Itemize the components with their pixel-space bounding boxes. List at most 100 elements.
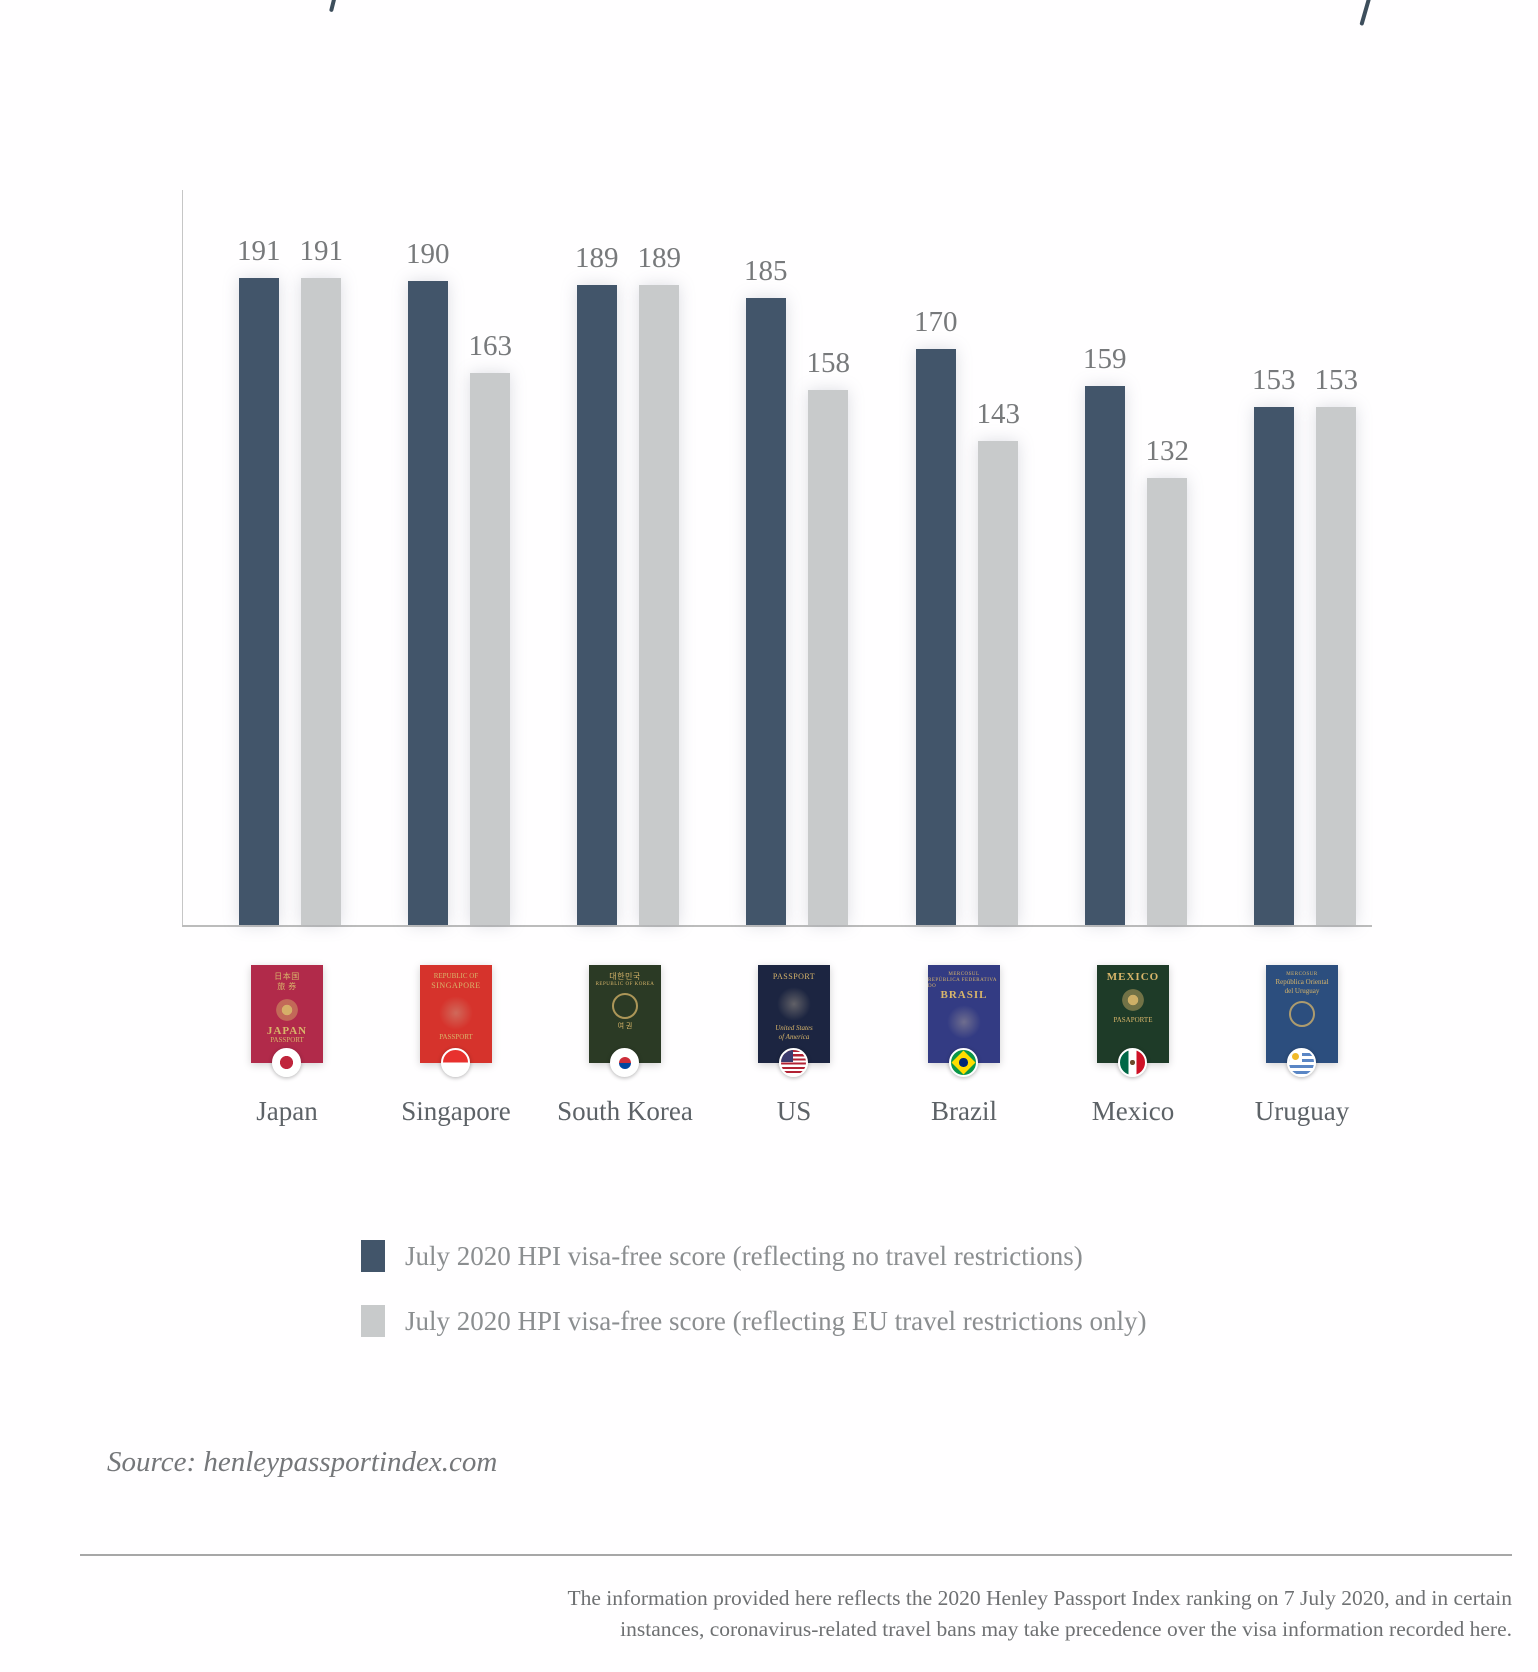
legend-swatch-dark [361, 1240, 385, 1272]
bar-chart: 191 191 190 163 189 189 185 158 170 143 … [237, 237, 1358, 925]
passport-text: PASSPORT [270, 1036, 304, 1044]
passport-text: 대한민국 [609, 972, 641, 981]
passport-text: MERCOSUR [1286, 972, 1318, 977]
brazil-crest-icon [947, 1005, 981, 1039]
bar-mexico-no-restrictions [1084, 386, 1125, 925]
bar-brazil-eu-restrictions [978, 441, 1019, 925]
mexico-crest-icon [1120, 987, 1146, 1013]
bar-japan-eu-restrictions [301, 278, 342, 925]
passport-uruguay: MERCOSUR República Oriental del Uruguay [1266, 965, 1338, 1063]
bar-value-label: 132 [1145, 435, 1190, 467]
category-label-south-korea: South Korea [557, 1096, 693, 1126]
category-label-brazil: Brazil [931, 1096, 997, 1126]
passport-text: of America [778, 1033, 810, 1041]
flag-us-icon [779, 1048, 808, 1077]
bar-value-label: 153 [1314, 364, 1359, 396]
footer-note-line1: The information provided here reflects t… [567, 1586, 1512, 1610]
passport-singapore: REPUBLIC OF SINGAPORE PASSPORT [420, 965, 492, 1063]
bar-group-us: 185 158 [744, 257, 850, 925]
passport-text: REPÚBLICA FEDERATIVA DO [928, 978, 997, 989]
passport-text: United States [775, 1024, 813, 1032]
flag-mexico-icon [1118, 1048, 1147, 1077]
bar-value-label: 189 [637, 242, 682, 274]
category-label-us: US [776, 1096, 812, 1126]
passport-text: REPUBLIC OF KOREA [595, 982, 655, 987]
passport-south-korea: 대한민국 REPUBLIC OF KOREA 여 권 [589, 965, 661, 1063]
passport-text: JAPAN [266, 1025, 308, 1037]
bar-mexico-eu-restrictions [1147, 478, 1188, 925]
source-attribution: Source: henleypassportindex.com [107, 1446, 498, 1478]
flag-south-korea-icon [610, 1048, 639, 1077]
footer-note-line2: instances, coronavirus-related travel ba… [620, 1617, 1512, 1641]
passport-text: del Uruguay [1284, 987, 1320, 995]
bar-uruguay-no-restrictions [1253, 407, 1294, 925]
bar-value-label: 158 [806, 347, 851, 379]
bar-value-label: 153 [1252, 364, 1296, 396]
bar-value-label: 143 [976, 398, 1021, 430]
bar-south-korea-eu-restrictions [639, 285, 680, 925]
x-axis-line [182, 925, 1372, 927]
bar-group-south-korea: 189 189 [575, 244, 681, 925]
passport-us: PASSPORT United States of America [758, 965, 830, 1063]
bar-brazil-no-restrictions [915, 349, 956, 925]
flag-uruguay-icon [1287, 1048, 1316, 1077]
bar-value-label: 191 [237, 235, 281, 267]
category-label-japan: Japan [256, 1096, 318, 1126]
bar-value-label: 189 [575, 242, 619, 274]
bar-uruguay-eu-restrictions [1316, 407, 1357, 925]
passport-text: 日本国 [274, 972, 300, 981]
uruguay-crest-icon [1289, 1001, 1315, 1027]
bar-singapore-eu-restrictions [470, 373, 511, 925]
bar-value-label: 159 [1083, 343, 1127, 375]
bar-value-label: 190 [406, 238, 450, 270]
passport-text: MEXICO [1106, 971, 1160, 983]
passport-japan: 日本国 旅 券 JAPAN PASSPORT [251, 965, 323, 1063]
chrysanthemum-emblem-icon [274, 997, 300, 1023]
flag-singapore-icon [441, 1048, 470, 1077]
legend-item-eu-restrictions: July 2020 HPI visa-free score (reflectin… [361, 1305, 1147, 1337]
bar-group-japan: 191 191 [237, 237, 343, 925]
passport-brazil: MERCOSUL REPÚBLICA FEDERATIVA DO BRASIL [928, 965, 1000, 1063]
eagle-seal-icon [777, 987, 811, 1021]
bar-value-label: 170 [914, 306, 958, 338]
passport-text: BRASIL [940, 989, 988, 1001]
bar-singapore-no-restrictions [407, 281, 448, 925]
bar-value-label: 191 [299, 235, 344, 267]
legend-swatch-gray [361, 1305, 385, 1337]
legend-label: July 2020 HPI visa-free score (reflectin… [405, 1305, 1147, 1336]
singapore-crest-icon [439, 996, 473, 1030]
footer-note: The information provided here reflects t… [292, 1583, 1512, 1645]
footer-divider [80, 1554, 1512, 1556]
passport-text: MERCOSUL [948, 972, 980, 977]
bar-south-korea-no-restrictions [576, 285, 617, 925]
legend-item-no-restrictions: July 2020 HPI visa-free score (reflectin… [361, 1240, 1147, 1272]
bar-group-singapore: 190 163 [406, 240, 512, 925]
bar-group-brazil: 170 143 [914, 308, 1020, 925]
passport-mexico: MEXICO PASAPORTE [1097, 965, 1169, 1063]
korea-emblem-icon [612, 993, 638, 1019]
passport-text: REPUBLIC OF [433, 972, 479, 980]
bar-us-no-restrictions [745, 298, 786, 925]
passport-text: 旅 券 [277, 982, 297, 991]
chart-legend: July 2020 HPI visa-free score (reflectin… [361, 1240, 1147, 1370]
bar-japan-no-restrictions [238, 278, 279, 925]
category-label-mexico: Mexico [1091, 1096, 1175, 1126]
bar-us-eu-restrictions [808, 390, 849, 925]
passport-text: PASSPORT [439, 1033, 473, 1041]
legend-label: July 2020 HPI visa-free score (reflectin… [405, 1240, 1083, 1271]
bar-value-label: 163 [468, 330, 513, 362]
y-axis-line [182, 190, 183, 925]
passport-text: PASSPORT [772, 972, 816, 981]
flag-japan-icon [272, 1048, 301, 1077]
flag-brazil-icon [949, 1048, 978, 1077]
passport-text: PASAPORTE [1113, 1016, 1153, 1024]
bar-value-label: 185 [744, 255, 788, 287]
passport-text: SINGAPORE [431, 981, 481, 990]
passport-text: República Oriental [1275, 978, 1329, 986]
category-label-uruguay: Uruguay [1254, 1096, 1350, 1126]
bar-group-uruguay: 153 153 [1252, 366, 1358, 925]
bar-group-mexico: 159 132 [1083, 345, 1189, 925]
passport-text: 여 권 [617, 1022, 633, 1030]
category-label-singapore: Singapore [401, 1096, 511, 1126]
